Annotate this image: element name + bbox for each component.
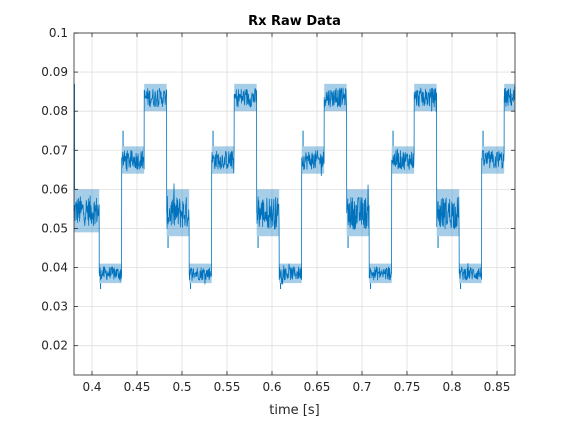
series-1	[73, 83, 516, 290]
y-tick-label: 0.03	[41, 300, 68, 314]
y-tick-label: 0.04	[41, 261, 68, 275]
y-tick-label: 0.07	[41, 143, 68, 157]
x-tick-label: 0.6	[262, 380, 281, 394]
y-tick-label: 0.05	[41, 221, 68, 235]
y-tick-label: 0.02	[41, 339, 68, 353]
x-tick-label: 0.55	[214, 380, 241, 394]
x-tick-label: 0.4	[82, 380, 101, 394]
y-tick-label: 0.08	[41, 104, 68, 118]
y-tick-label: 0.06	[41, 182, 68, 196]
x-tick-label: 0.85	[484, 380, 511, 394]
x-tick-label: 0.65	[304, 380, 331, 394]
x-axis-title: time [s]	[269, 403, 319, 418]
x-tick-label: 0.7	[352, 380, 371, 394]
x-tick-label: 0.5	[172, 380, 191, 394]
x-tick-label: 0.75	[394, 380, 421, 394]
x-tick-label: 0.45	[124, 380, 151, 394]
x-tick-label: 0.8	[442, 380, 461, 394]
chart-title: Rx Raw Data	[248, 14, 341, 29]
ticks: 0.4 0.45 0.5 0.55 0.6 0.65 0.7 0.75 0.8 0.85 0.02 0…	[41, 26, 515, 394]
y-tick-label: 0.09	[41, 65, 68, 79]
y-tick-label: 0.1	[49, 26, 68, 40]
axes-box	[73, 32, 516, 376]
signal-line	[73, 86, 516, 285]
series-layer	[73, 83, 516, 290]
